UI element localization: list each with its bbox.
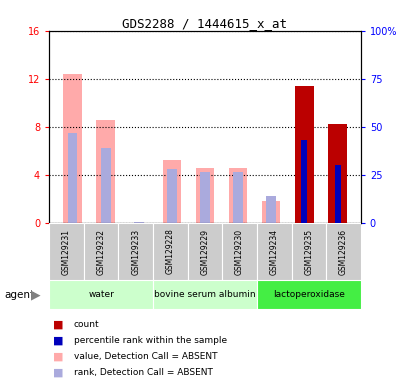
Bar (301, 140, 307, 223)
Bar (67, 133, 77, 223)
Text: lactoperoxidase: lactoperoxidase (272, 290, 344, 299)
Text: ■: ■ (53, 319, 64, 329)
Text: ■: ■ (53, 336, 64, 346)
Bar (200, 172, 209, 223)
Bar (49, 223, 83, 280)
Bar (261, 201, 280, 223)
Title: GDS2288 / 1444615_x_at: GDS2288 / 1444615_x_at (122, 17, 287, 30)
Bar (265, 196, 276, 223)
Text: GSM129234: GSM129234 (269, 228, 278, 275)
Text: rank, Detection Call = ABSENT: rank, Detection Call = ABSENT (74, 368, 212, 377)
Text: bovine serum albumin: bovine serum albumin (154, 290, 255, 299)
Text: GSM129229: GSM129229 (200, 228, 209, 275)
Text: GSM129231: GSM129231 (62, 228, 71, 275)
Bar (334, 165, 340, 223)
Bar (100, 148, 110, 223)
Text: ▶: ▶ (31, 288, 40, 301)
Bar (187, 223, 222, 280)
Text: agent: agent (4, 290, 34, 300)
Bar (118, 223, 153, 280)
Bar (153, 280, 256, 309)
Bar (133, 222, 144, 223)
Bar (256, 223, 291, 280)
Bar (96, 119, 115, 223)
Text: GSM129233: GSM129233 (131, 228, 140, 275)
Bar (63, 74, 81, 223)
Bar (222, 223, 256, 280)
Text: GSM129228: GSM129228 (166, 228, 175, 275)
Bar (328, 124, 346, 223)
Text: ■: ■ (53, 368, 64, 378)
Bar (196, 167, 213, 223)
Bar (83, 223, 118, 280)
Bar (49, 280, 153, 309)
Text: GSM129235: GSM129235 (303, 228, 312, 275)
Bar (294, 86, 313, 223)
Text: value, Detection Call = ABSENT: value, Detection Call = ABSENT (74, 352, 217, 361)
Text: count: count (74, 320, 99, 329)
Text: GSM129236: GSM129236 (338, 228, 347, 275)
Text: percentile rank within the sample: percentile rank within the sample (74, 336, 226, 345)
Bar (166, 169, 176, 223)
Text: water: water (88, 290, 114, 299)
Bar (291, 223, 326, 280)
Bar (153, 223, 187, 280)
Text: GSM129232: GSM129232 (97, 228, 106, 275)
Text: GSM129230: GSM129230 (234, 228, 243, 275)
Text: ■: ■ (53, 352, 64, 362)
Bar (326, 223, 360, 280)
Bar (233, 172, 243, 223)
Bar (162, 161, 180, 223)
Bar (229, 167, 247, 223)
Bar (256, 280, 360, 309)
